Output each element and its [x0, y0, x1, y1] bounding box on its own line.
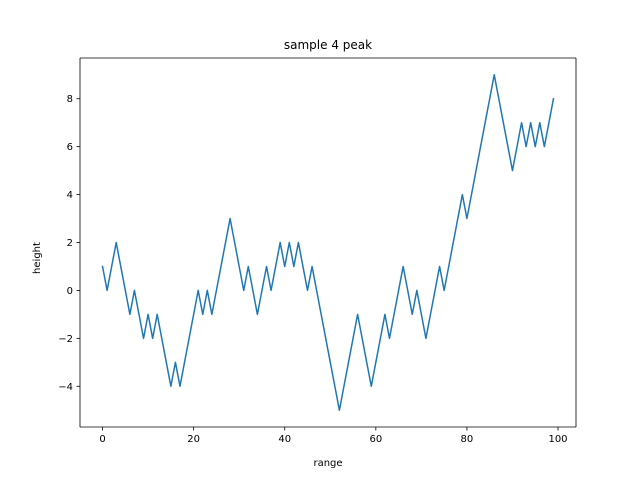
x-tick-label: 80: [461, 434, 474, 445]
x-axis-label: range: [313, 458, 342, 469]
y-tick-label: 6: [67, 142, 73, 153]
plot-area: 0 20 40 60 80 100 −4 −2 0 2 4 6 8: [58, 57, 577, 445]
y-axis-label: height: [32, 242, 43, 274]
y-tick-label: 4: [67, 190, 73, 201]
x-tick-label: 100: [548, 434, 567, 445]
x-tick-label: 40: [278, 434, 291, 445]
y-tick-label: −4: [58, 382, 73, 393]
y-tick-label: −2: [58, 334, 73, 345]
chart-title: sample 4 peak: [284, 38, 372, 52]
y-tick-label: 0: [67, 286, 73, 297]
x-tick-label: 0: [99, 434, 105, 445]
x-tick-label: 60: [369, 434, 382, 445]
y-tick-label: 2: [67, 238, 73, 249]
series-line-0: [101, 74, 555, 411]
y-tick-label: 8: [67, 94, 73, 105]
x-tick-label: 20: [187, 434, 200, 445]
